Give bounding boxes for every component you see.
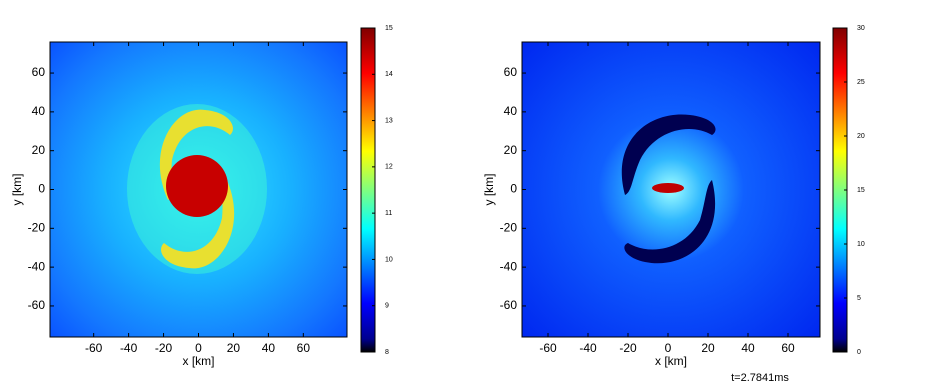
y-tick-label: 0 (510, 182, 517, 196)
annotation: t=2.7841ms (731, 372, 789, 384)
colorbar-tick-label: 13 (385, 117, 393, 124)
colorbar-tick-label: 0 (857, 349, 861, 356)
x-tick-label: 40 (262, 341, 276, 355)
colorbar-tick-label: 12 (385, 164, 393, 171)
colorbar (360, 27, 376, 353)
x-tick-label: 20 (701, 341, 715, 355)
y-tick-label: 40 (32, 104, 46, 118)
x-tick-label: -20 (619, 341, 637, 355)
y-tick-label: -20 (28, 220, 46, 234)
y-tick-label: 20 (504, 143, 518, 157)
y-tick-label: -60 (500, 298, 518, 312)
y-axis-label: y [km] (10, 174, 24, 206)
x-tick-label: 40 (741, 341, 755, 355)
x-tick-label: -40 (579, 341, 597, 355)
colorbar-tick-label: 8 (385, 349, 389, 356)
y-tick-label: -40 (500, 259, 518, 273)
colorbar-tick-label: 10 (385, 256, 393, 263)
colorbar-tick-label: 11 (385, 210, 392, 217)
colorbar-tick-label: 9 (385, 303, 389, 310)
x-tick-label: 20 (227, 341, 241, 355)
x-axis-label: x [km] (183, 354, 215, 368)
colorbar-tick-label: 20 (857, 133, 865, 140)
y-tick-label: 20 (32, 143, 46, 157)
y-tick-label: 60 (504, 65, 518, 79)
colorbar-tick-label: 5 (857, 295, 861, 302)
y-tick-label: -40 (28, 259, 46, 273)
x-tick-label: -60 (85, 341, 103, 355)
x-tick-label: -20 (155, 341, 173, 355)
colorbar-tick-label: 10 (857, 241, 865, 248)
colorbar-tick-label: 25 (857, 79, 865, 86)
y-tick-label: 60 (32, 65, 46, 79)
y-axis-label: y [km] (482, 174, 496, 206)
y-tick-label: -20 (500, 220, 518, 234)
colorbar-tick-label: 15 (385, 25, 393, 32)
x-tick-label: 60 (297, 341, 311, 355)
colorbar-tick-label: 15 (857, 187, 865, 194)
colorbar-tick-label: 14 (385, 71, 393, 78)
x-tick-label: 60 (781, 341, 795, 355)
x-tick-label: 0 (665, 341, 672, 355)
colorbar-tick-label: 30 (857, 25, 865, 32)
y-tick-label: -60 (28, 298, 46, 312)
x-tick-label: 0 (195, 341, 202, 355)
heatmap-image (50, 42, 347, 337)
x-tick-label: -60 (539, 341, 557, 355)
y-tick-label: 40 (504, 104, 518, 118)
heatmap-image (522, 42, 820, 337)
y-tick-label: 0 (38, 182, 45, 196)
x-axis-label: x [km] (655, 354, 687, 368)
x-tick-label: -40 (120, 341, 138, 355)
